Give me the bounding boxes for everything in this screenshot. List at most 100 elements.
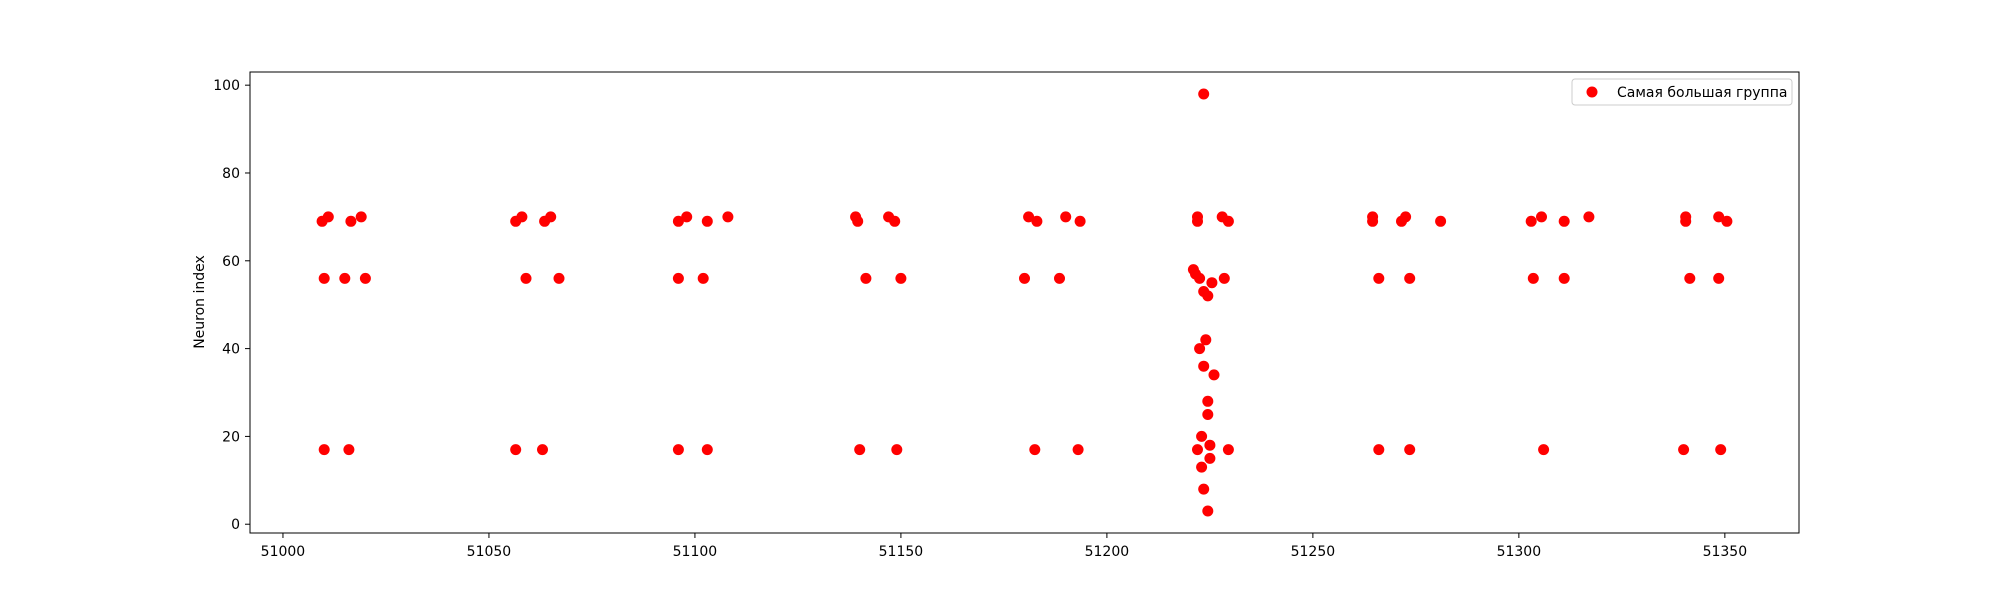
data-point [1435, 215, 1447, 227]
data-point [722, 211, 734, 223]
x-tick-label: 51200 [1085, 544, 1130, 560]
y-tick-label: 60 [222, 254, 240, 270]
x-tick-label: 51150 [879, 544, 924, 560]
data-point [1684, 272, 1696, 284]
data-point [1031, 215, 1043, 227]
x-tick-label: 51000 [261, 544, 306, 560]
data-point [1204, 452, 1216, 464]
data-point [516, 211, 528, 223]
data-point [1194, 272, 1206, 284]
data-point [553, 272, 565, 284]
data-point [1196, 430, 1208, 442]
data-point [854, 444, 866, 456]
data-point [889, 215, 901, 227]
y-tick-label: 0 [231, 517, 240, 533]
data-point [1192, 215, 1203, 227]
data-point [672, 272, 684, 284]
data-point [1404, 444, 1416, 456]
data-point [1678, 444, 1690, 456]
data-point [681, 211, 693, 223]
data-point [345, 215, 357, 227]
y-axis: 0 20 40 60 80 100 [213, 78, 250, 533]
data-point [1680, 215, 1692, 227]
legend-marker [1586, 86, 1598, 98]
data-point [1196, 461, 1208, 473]
data-point [520, 272, 532, 284]
legend-box [1571, 78, 1793, 106]
y-axis-label: Neuron index [192, 255, 208, 349]
x-axis: 51000 51050 51100 51150 51200 51250 51300 51350 [261, 533, 1747, 560]
data-point [359, 272, 371, 284]
data-point [1367, 215, 1379, 227]
data-point [895, 272, 907, 284]
data-point [672, 444, 684, 456]
data-point [1538, 444, 1550, 456]
x-tick-label: 51050 [467, 544, 512, 560]
data-point [343, 444, 355, 456]
data-point [318, 272, 330, 284]
y-tick-label: 40 [222, 342, 240, 358]
data-point [339, 272, 351, 284]
data-point [1072, 444, 1084, 456]
y-tick-label: 20 [222, 429, 240, 445]
legend-label: Самая большая группа [1617, 85, 1787, 101]
data-point [545, 211, 557, 223]
plot-frame [249, 71, 1800, 534]
data-point [1558, 215, 1570, 227]
data-point [701, 444, 713, 456]
data-point [1198, 360, 1210, 372]
data-point [1023, 211, 1035, 223]
x-tick-label: 51100 [673, 544, 718, 560]
data-point [1400, 211, 1412, 223]
y-tick-label: 100 [213, 78, 240, 94]
data-point [1029, 444, 1041, 456]
data-point [1713, 272, 1725, 284]
data-points [316, 88, 1733, 517]
data-point [1198, 483, 1210, 495]
data-point [860, 272, 872, 284]
data-point [1536, 211, 1547, 223]
data-point [1404, 272, 1416, 284]
data-point [1019, 272, 1030, 284]
x-tick-label: 51300 [1497, 544, 1542, 560]
data-point [1054, 272, 1065, 284]
data-point [1202, 395, 1214, 407]
data-point [1074, 215, 1086, 227]
data-point [510, 444, 522, 456]
legend: Самая большая группа [1571, 78, 1793, 106]
data-point [1198, 88, 1210, 100]
x-tick-label: 51350 [1703, 544, 1748, 560]
data-point [1206, 277, 1218, 289]
data-point [1583, 211, 1595, 223]
data-point [537, 444, 548, 456]
data-point [1373, 444, 1385, 456]
data-point [1194, 343, 1206, 355]
x-tick-label: 51250 [1291, 544, 1336, 560]
data-point [672, 215, 684, 227]
data-point [1222, 444, 1234, 456]
data-point [1200, 334, 1212, 346]
data-point [1202, 409, 1214, 420]
data-point [1222, 215, 1234, 227]
data-point [1715, 444, 1727, 456]
data-point [1192, 444, 1203, 456]
data-point [1713, 211, 1725, 223]
data-point [1525, 215, 1537, 227]
data-point [1373, 272, 1385, 284]
y-tick-label: 80 [222, 166, 240, 182]
data-point [1202, 505, 1214, 517]
data-point [852, 215, 864, 227]
data-point [891, 444, 903, 456]
data-point [318, 444, 330, 456]
data-point [1558, 272, 1570, 284]
data-point [1208, 369, 1220, 381]
data-point [1202, 290, 1214, 302]
data-point [1218, 272, 1230, 284]
data-point [1527, 272, 1539, 284]
data-point [1060, 211, 1072, 223]
data-point [1204, 439, 1216, 451]
data-point [322, 211, 334, 223]
data-point [697, 272, 709, 284]
data-point [355, 211, 367, 223]
